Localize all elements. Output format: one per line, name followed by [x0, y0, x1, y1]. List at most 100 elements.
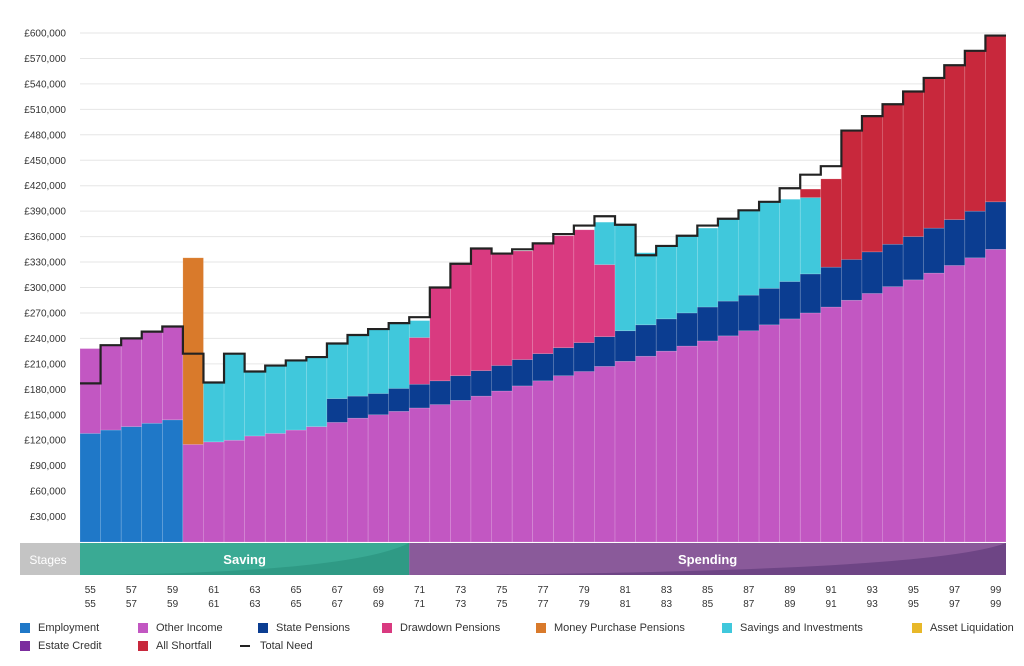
bar-money-purchase-pensions-age-60[interactable] [182, 257, 204, 445]
bar-other-income-age-80[interactable] [594, 366, 616, 543]
bar-other-income-age-94[interactable] [882, 286, 904, 543]
bar-state-pensions-age-72[interactable] [429, 380, 451, 405]
bar-savings-and-investments-age-85[interactable] [697, 227, 719, 308]
bar-all-shortfall-age-98[interactable] [964, 50, 986, 212]
legend-asset-liquidation[interactable]: Asset Liquidation [912, 622, 1014, 634]
bar-state-pensions-age-93[interactable] [861, 251, 883, 294]
bar-other-income-age-76[interactable] [511, 385, 534, 543]
bar-state-pensions-age-67[interactable] [326, 398, 348, 423]
bar-other-income-age-83[interactable] [655, 350, 678, 543]
bar-state-pensions-age-82[interactable] [635, 324, 657, 357]
bar-other-income-age-70[interactable] [388, 411, 410, 543]
bar-state-pensions-age-94[interactable] [882, 243, 904, 287]
bar-state-pensions-age-70[interactable] [388, 388, 410, 412]
bar-other-income-age-93[interactable] [861, 293, 883, 543]
bar-state-pensions-age-92[interactable] [841, 259, 863, 301]
bar-all-shortfall-age-91[interactable] [820, 178, 842, 268]
bar-all-shortfall-age-94[interactable] [882, 103, 904, 245]
bar-state-pensions-age-88[interactable] [758, 288, 780, 326]
bar-other-income-age-62[interactable] [223, 439, 245, 543]
bar-employment-age-56[interactable] [100, 429, 122, 543]
bar-other-income-age-61[interactable] [203, 441, 225, 543]
bar-savings-and-investments-age-86[interactable] [717, 218, 739, 302]
bar-state-pensions-age-83[interactable] [655, 318, 678, 352]
bar-state-pensions-age-68[interactable] [347, 395, 369, 419]
bar-savings-and-investments-age-89[interactable] [779, 198, 801, 282]
bar-other-income-age-59[interactable] [162, 326, 184, 421]
bar-employment-age-55[interactable] [79, 433, 101, 543]
bar-state-pensions-age-90[interactable] [799, 273, 822, 314]
bar-other-income-age-89[interactable] [779, 318, 801, 543]
legend-total-need[interactable]: Total Need [240, 640, 313, 652]
bar-other-income-age-69[interactable] [367, 414, 389, 543]
bar-other-income-age-99[interactable] [985, 249, 1007, 543]
bar-drawdown-pensions-age-74[interactable] [470, 248, 492, 371]
bar-drawdown-pensions-age-72[interactable] [429, 287, 451, 382]
bar-state-pensions-age-81[interactable] [614, 330, 636, 362]
legend-money-purchase-pensions[interactable]: Money Purchase Pensions [536, 622, 722, 634]
bar-state-pensions-age-79[interactable] [573, 342, 595, 372]
bar-savings-and-investments-age-80[interactable] [594, 221, 616, 265]
legend-other-income[interactable]: Other Income [138, 622, 258, 634]
bar-savings-and-investments-age-68[interactable] [347, 334, 369, 397]
bar-other-income-age-57[interactable] [120, 338, 143, 427]
bar-other-income-age-96[interactable] [923, 272, 945, 543]
bar-other-income-age-63[interactable] [244, 435, 266, 543]
bar-other-income-age-67[interactable] [326, 422, 348, 543]
bar-other-income-age-65[interactable] [285, 429, 307, 543]
bar-other-income-age-55[interactable] [79, 348, 101, 434]
bar-all-shortfall-age-97[interactable] [943, 65, 966, 220]
bar-drawdown-pensions-age-78[interactable] [552, 235, 575, 349]
bar-other-income-age-73[interactable] [450, 400, 472, 543]
bar-state-pensions-age-80[interactable] [594, 336, 616, 367]
bar-savings-and-investments-age-83[interactable] [655, 245, 678, 320]
bar-state-pensions-age-71[interactable] [408, 383, 431, 409]
bar-other-income-age-79[interactable] [573, 371, 595, 543]
bar-other-income-age-97[interactable] [943, 265, 966, 543]
bar-savings-and-investments-age-84[interactable] [676, 235, 698, 314]
bar-drawdown-pensions-age-71[interactable] [408, 337, 431, 385]
bar-other-income-age-84[interactable] [676, 345, 698, 543]
bar-other-income-age-78[interactable] [552, 375, 575, 543]
bar-other-income-age-92[interactable] [841, 299, 863, 543]
bar-other-income-age-98[interactable] [964, 257, 986, 543]
bar-state-pensions-age-89[interactable] [779, 281, 801, 320]
bar-other-income-age-86[interactable] [717, 335, 739, 543]
bar-savings-and-investments-age-63[interactable] [244, 370, 266, 437]
legend-savings-and-investments[interactable]: Savings and Investments [722, 622, 912, 634]
bar-other-income-age-81[interactable] [614, 361, 636, 543]
bar-state-pensions-age-75[interactable] [491, 365, 513, 392]
legend-state-pensions[interactable]: State Pensions [258, 622, 382, 634]
bar-state-pensions-age-69[interactable] [367, 393, 389, 416]
bar-state-pensions-age-86[interactable] [717, 300, 739, 337]
bar-savings-and-investments-age-66[interactable] [306, 356, 328, 427]
bar-savings-and-investments-age-67[interactable] [326, 343, 348, 399]
bar-other-income-age-87[interactable] [738, 330, 760, 543]
bar-drawdown-pensions-age-77[interactable] [532, 243, 554, 354]
bar-other-income-age-82[interactable] [635, 355, 657, 543]
bar-state-pensions-age-95[interactable] [902, 236, 924, 281]
bar-state-pensions-age-73[interactable] [450, 375, 472, 401]
bar-savings-and-investments-age-87[interactable] [738, 210, 760, 296]
bar-drawdown-pensions-age-76[interactable] [511, 250, 534, 360]
bar-other-income-age-85[interactable] [697, 340, 719, 543]
bar-state-pensions-age-99[interactable] [985, 201, 1007, 250]
bar-other-income-age-75[interactable] [491, 390, 513, 543]
legend-drawdown-pensions[interactable]: Drawdown Pensions [382, 622, 536, 634]
bar-all-shortfall-age-93[interactable] [861, 115, 883, 253]
bar-other-income-age-60[interactable] [182, 444, 204, 543]
bar-drawdown-pensions-age-80[interactable] [594, 264, 616, 338]
bar-other-income-age-68[interactable] [347, 417, 369, 543]
bar-other-income-age-64[interactable] [264, 433, 287, 543]
legend-all-shortfall[interactable]: All Shortfall [138, 640, 240, 652]
bar-state-pensions-age-85[interactable] [697, 306, 719, 342]
bar-other-income-age-90[interactable] [799, 312, 822, 543]
bar-state-pensions-age-97[interactable] [943, 219, 966, 266]
bar-savings-and-investments-age-69[interactable] [367, 328, 389, 394]
bar-all-shortfall-age-90[interactable] [799, 188, 822, 198]
bar-savings-and-investments-age-70[interactable] [388, 322, 410, 389]
bar-state-pensions-age-98[interactable] [964, 210, 986, 259]
bar-savings-and-investments-age-82[interactable] [635, 252, 657, 326]
bar-other-income-age-58[interactable] [141, 331, 163, 424]
bar-savings-and-investments-age-81[interactable] [614, 224, 636, 332]
